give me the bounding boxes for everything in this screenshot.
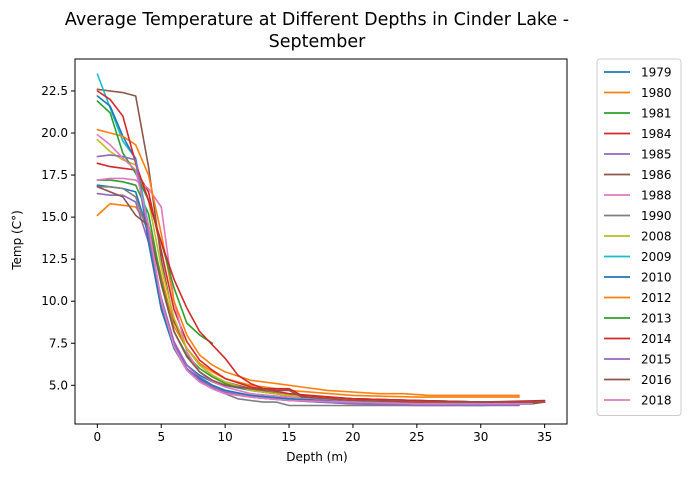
legend-label-1988: 1988 xyxy=(641,189,672,203)
y-tick-label: 15.0 xyxy=(41,210,68,224)
chart-title-line-2: September xyxy=(269,32,367,52)
plot-frame xyxy=(74,58,568,425)
chart-title-line-1: Average Temperature at Different Depths … xyxy=(65,10,569,30)
series-line-1985 xyxy=(96,192,533,405)
series-line-2014 xyxy=(96,90,546,403)
y-tick-label: 7.5 xyxy=(49,336,68,350)
legend-label-1984: 1984 xyxy=(641,127,672,141)
legend-label-1985: 1985 xyxy=(641,148,672,162)
y-tick-label: 20.0 xyxy=(41,126,68,140)
legend-label-2016: 2016 xyxy=(641,373,672,387)
y-tick-label: 5.0 xyxy=(49,378,68,392)
y-tick-label: 10.0 xyxy=(41,294,68,308)
series-line-2018 xyxy=(96,133,533,405)
legend-label-2015: 2015 xyxy=(641,353,672,367)
legend-label-1981: 1981 xyxy=(641,107,672,121)
legend-label-2008: 2008 xyxy=(641,230,672,244)
series-line-2008 xyxy=(96,138,533,405)
x-tick-label: 30 xyxy=(473,430,488,444)
legend-label-1980: 1980 xyxy=(641,86,672,100)
legend-label-2010: 2010 xyxy=(641,271,672,285)
series-line-2010 xyxy=(96,95,533,405)
legend-label-2018: 2018 xyxy=(641,394,672,408)
legend-label-2009: 2009 xyxy=(641,250,672,264)
y-tick-label: 12.5 xyxy=(41,252,68,266)
x-tick-label: 25 xyxy=(409,430,424,444)
legend-frame xyxy=(596,58,682,416)
legend-label-2014: 2014 xyxy=(641,332,672,346)
legend-label-1979: 1979 xyxy=(641,66,672,80)
x-tick-label: 10 xyxy=(218,430,233,444)
x-tick-label: 20 xyxy=(345,430,360,444)
legend: 1979 1980 1981 1984 1985 1986 1988 1990 2008 2009… xyxy=(596,58,682,416)
x-tick-label: 0 xyxy=(94,430,102,444)
legend-label-2012: 2012 xyxy=(641,291,672,305)
legend-label-2013: 2013 xyxy=(641,312,672,326)
plot-area: 0 5 10 15 20 25 30 35 5.0 7.5 10.0 12.5 15.0 17.5 20.0… xyxy=(41,58,568,444)
legend-label-1990: 1990 xyxy=(641,209,672,223)
x-tick-label: 35 xyxy=(537,430,552,444)
series-line-2016 xyxy=(96,186,546,403)
y-tick-label: 22.5 xyxy=(41,84,68,98)
legend-label-1986: 1986 xyxy=(641,168,672,182)
x-axis-label: Depth (m) xyxy=(286,450,347,464)
series-line-1979 xyxy=(96,184,495,403)
y-axis-label: Temp (C°) xyxy=(10,210,24,271)
x-tick-label: 5 xyxy=(157,430,165,444)
series-line-1980 xyxy=(96,202,520,398)
x-tick-label: 15 xyxy=(281,430,296,444)
series-line-2015 xyxy=(96,154,520,407)
y-tick-label: 17.5 xyxy=(41,168,68,182)
